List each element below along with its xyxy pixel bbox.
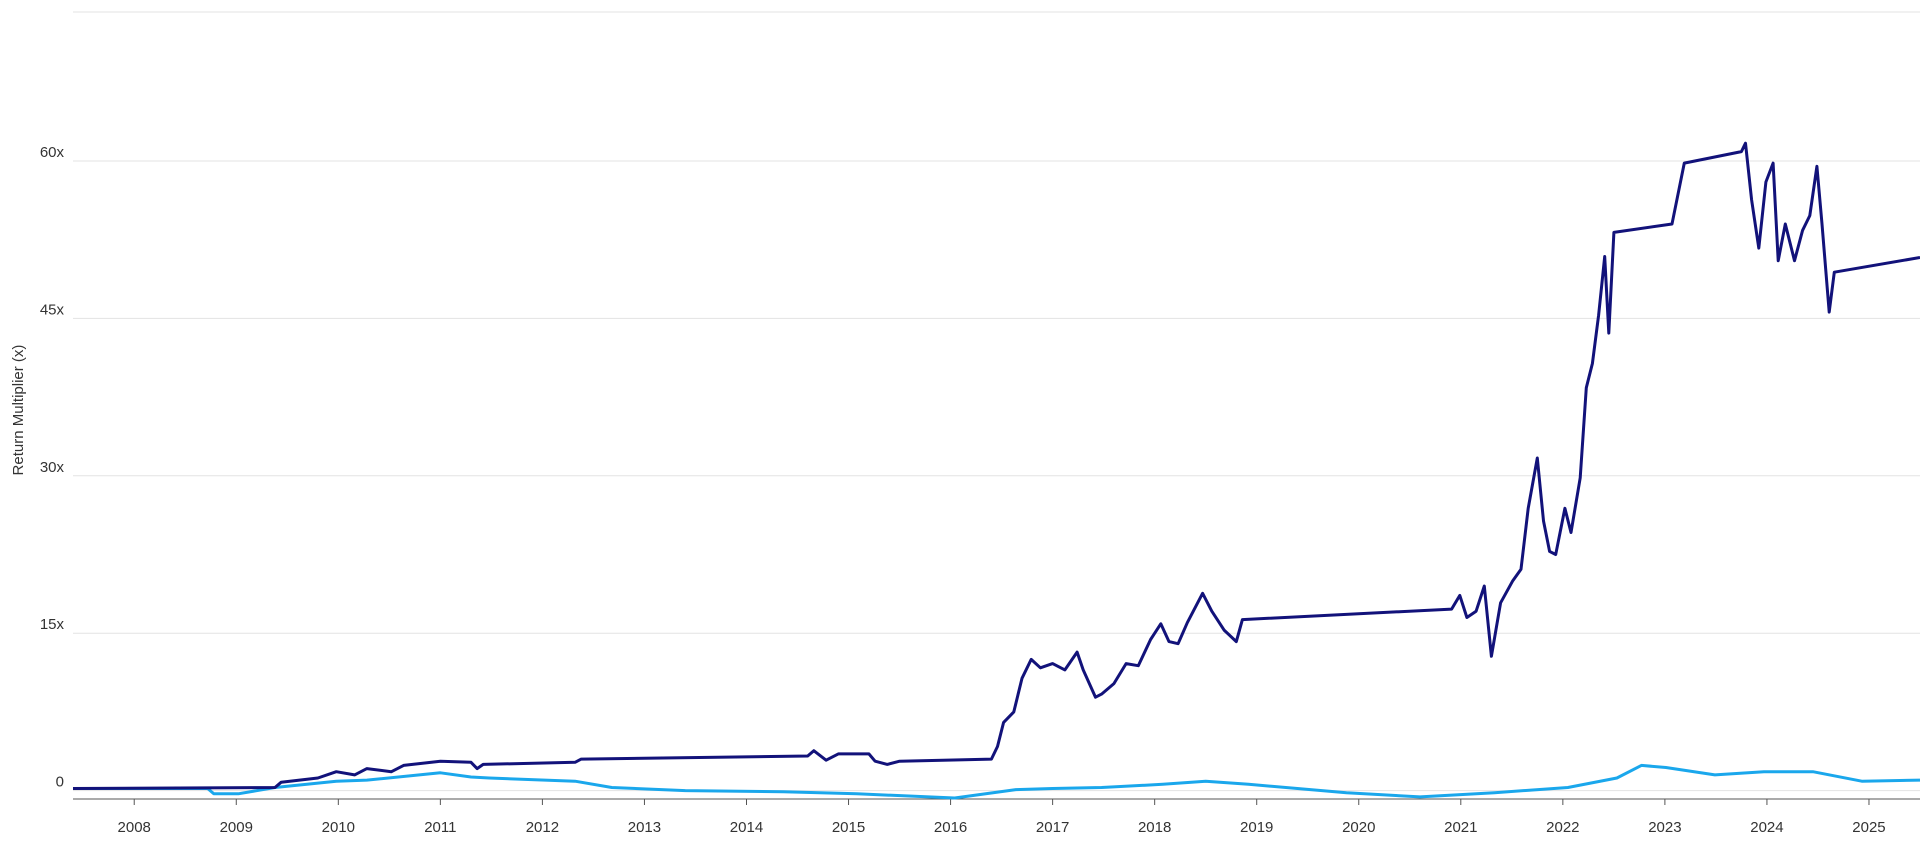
y-tick-label: 0 [56,774,64,791]
x-tick-label: 2022 [1546,819,1579,836]
x-tick-label: 2009 [220,819,253,836]
x-tick-label: 2020 [1342,819,1375,836]
y-tick-label: 30x [40,459,65,476]
x-tick-label: 2025 [1852,819,1885,836]
x-tick-label: 2024 [1750,819,1783,836]
x-tick-label: 2010 [322,819,355,836]
series-line [72,141,1920,790]
series-line [73,763,1920,800]
x-tick-label: 2014 [730,819,763,836]
x-tick-label: 2011 [424,819,456,836]
x-tick-label: 2012 [526,819,559,836]
x-tick-label: 2008 [118,819,151,836]
x-tick-label: 2016 [934,819,967,836]
y-tick-label: 60x [40,144,65,161]
x-tick-label: 2017 [1036,819,1069,836]
x-tick-label: 2021 [1444,819,1477,836]
x-tick-label: 2023 [1648,819,1681,836]
y-axis-title: Return Multiplier (x) [10,345,27,476]
x-tick-label: 2018 [1138,819,1171,836]
y-tick-label: 15x [40,616,65,633]
y-tick-label: 45x [40,301,65,318]
x-tick-label: 2013 [628,819,661,836]
x-tick-label: 2015 [832,819,865,836]
x-tick-label: 2019 [1240,819,1273,836]
